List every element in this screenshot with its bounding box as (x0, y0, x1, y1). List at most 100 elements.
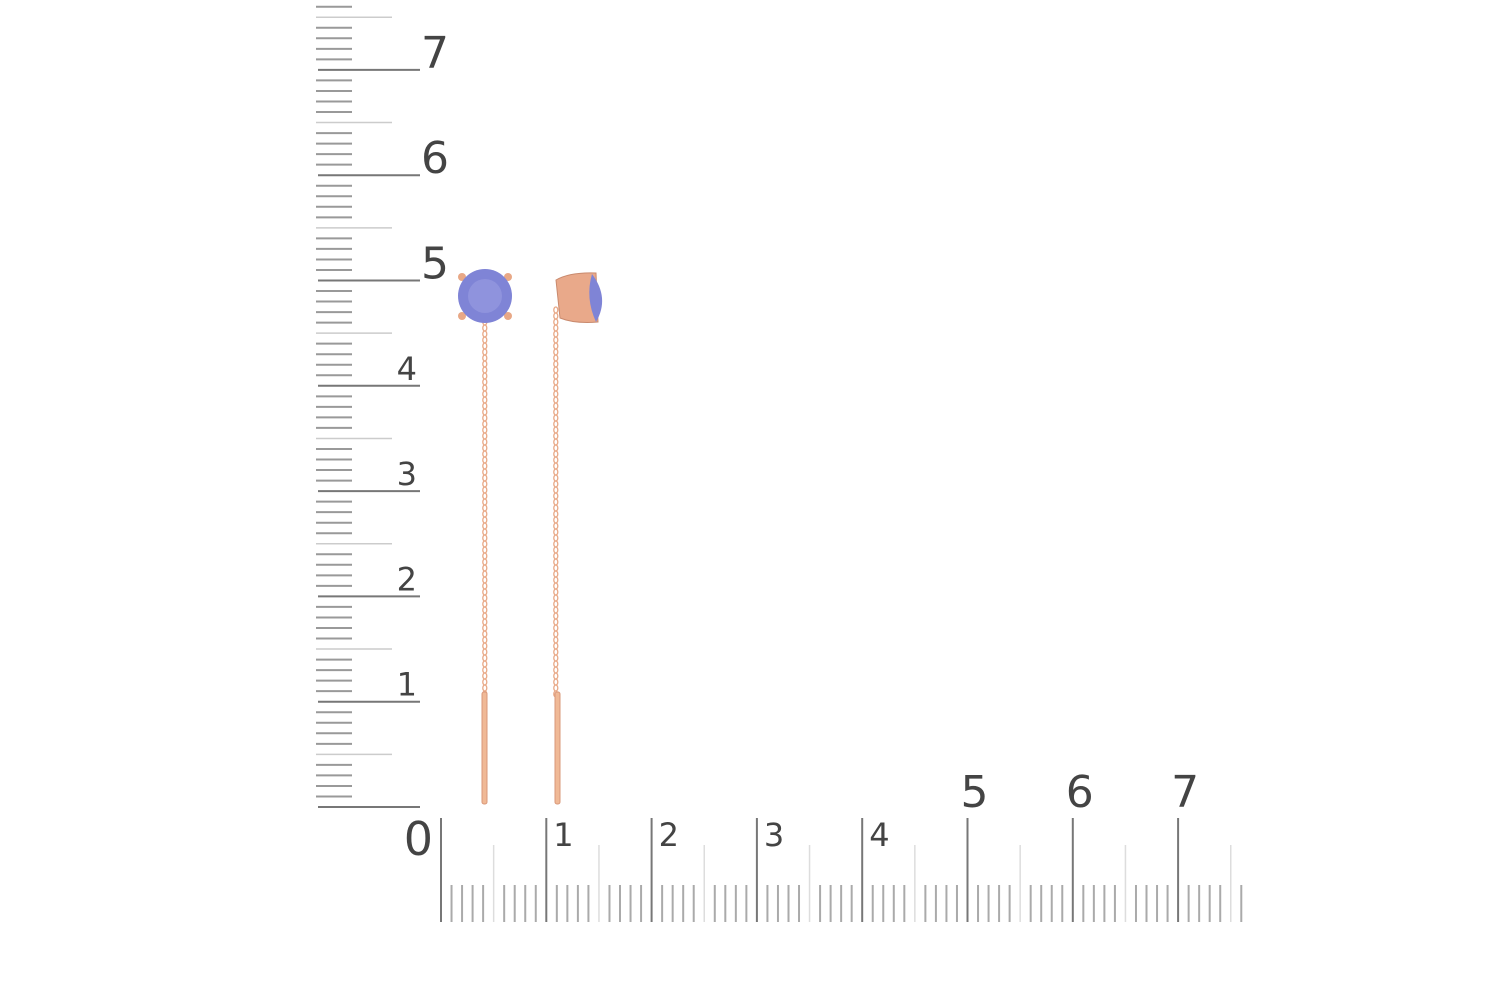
chain-link (553, 648, 559, 656)
chain-link (482, 678, 488, 686)
chain-link (482, 378, 488, 386)
chain-link (482, 648, 488, 656)
chain-link (553, 324, 559, 332)
chain-link (482, 438, 488, 446)
chain-link (553, 438, 559, 446)
chain-link (482, 606, 488, 614)
chain-link (553, 312, 559, 320)
chain-link (553, 468, 559, 476)
chain-link (553, 660, 559, 668)
chain-link (553, 450, 559, 458)
chain-link (553, 378, 559, 386)
chain-link (482, 594, 488, 602)
chain-link (482, 684, 488, 692)
chain-link (482, 360, 488, 368)
chain-link (482, 450, 488, 458)
chain-link (482, 528, 488, 536)
chain-link (553, 372, 559, 380)
chain-link (482, 552, 488, 560)
chain-link (553, 516, 559, 524)
chain-link (482, 642, 488, 650)
chain-link (553, 654, 559, 662)
chain-link (553, 336, 559, 344)
chain-link (553, 564, 559, 572)
chain-link (482, 456, 488, 464)
chain-link (482, 618, 488, 626)
chain-link (553, 546, 559, 554)
chain-link (482, 630, 488, 638)
chain-link (553, 684, 559, 692)
chain-link (553, 426, 559, 434)
horizontal-ruler-label: 5 (961, 767, 989, 818)
chain-link (553, 354, 559, 362)
vertical-ruler-label: 3 (397, 455, 417, 493)
chain-link (482, 414, 488, 422)
chain-link (482, 540, 488, 548)
chain-link (482, 372, 488, 380)
chain-link (482, 666, 488, 674)
vertical-ruler-label: 4 (397, 350, 417, 388)
chain-link (553, 396, 559, 404)
chain-link (553, 402, 559, 410)
chain-link (482, 600, 488, 608)
chain-link (553, 408, 559, 416)
horizontal-ruler-label: 6 (1066, 767, 1094, 818)
horizontal-ruler-label: 0 (404, 812, 433, 866)
chain-link (482, 408, 488, 416)
chain-link (553, 462, 559, 470)
left-earring-prong (458, 312, 466, 320)
chain-link (482, 582, 488, 590)
chain-link (482, 570, 488, 578)
chain-link (482, 462, 488, 470)
chain-link (482, 480, 488, 488)
chain-link (553, 420, 559, 428)
right-earring-chain (553, 306, 559, 698)
chain-link (553, 318, 559, 326)
chain-link (482, 660, 488, 668)
chain-link (553, 552, 559, 560)
left-earring-stone-facet (468, 279, 502, 313)
chain-link (553, 576, 559, 584)
chain-link (553, 534, 559, 542)
vertical-ruler-label: 2 (397, 560, 417, 598)
vertical-ruler-label: 7 (421, 28, 449, 79)
left-earring-prong (458, 273, 466, 281)
chain-link (553, 348, 559, 356)
chain-link (553, 528, 559, 536)
chain-link (482, 510, 488, 518)
chain-link (482, 384, 488, 392)
chain-link (553, 678, 559, 686)
chain-link (553, 504, 559, 512)
chain-link (553, 330, 559, 338)
chain-link (482, 324, 488, 332)
chain-link (553, 510, 559, 518)
chain-link (482, 534, 488, 542)
chain-link (553, 474, 559, 482)
chain-link (553, 492, 559, 500)
left-earring-chain (482, 318, 488, 698)
chain-link (482, 516, 488, 524)
chain-link (553, 498, 559, 506)
chain-link (553, 600, 559, 608)
chain-link (482, 636, 488, 644)
chain-link (482, 432, 488, 440)
right-earring-setting (555, 272, 599, 323)
chain-link (482, 612, 488, 620)
right-earring-threader-bar (554, 691, 561, 805)
left-earring-prong (504, 312, 512, 320)
chain-link (553, 624, 559, 632)
chain-link (553, 522, 559, 530)
horizontal-ruler-label: 7 (1171, 767, 1199, 818)
chain-link (482, 390, 488, 398)
horizontal-ruler-label: 2 (659, 816, 679, 854)
chain-link (482, 492, 488, 500)
chain-link (553, 456, 559, 464)
chain-link (553, 360, 559, 368)
chain-link (553, 384, 559, 392)
chain-link (553, 570, 559, 578)
chain-link (482, 468, 488, 476)
chain-link (482, 426, 488, 434)
chain-link (482, 672, 488, 680)
chain-link (553, 630, 559, 638)
